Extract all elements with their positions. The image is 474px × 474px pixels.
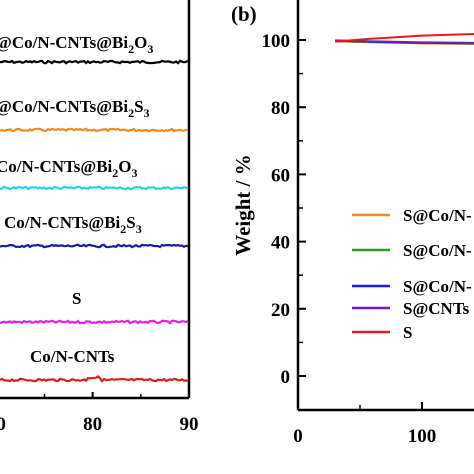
legend-label-2: S@Co/N- bbox=[403, 277, 472, 296]
panel-a: @Co/N-CNTs@Bi2O3 @Co/N-CNTs@Bi2S3 Co/N-CNT… bbox=[0, 0, 199, 435]
series-label-5: Co/N-CNTs bbox=[30, 347, 115, 366]
series-label-3: Co/N-CNTs@Bi2S3 bbox=[4, 213, 142, 236]
legend-label-1: S@Co/N- bbox=[403, 241, 472, 260]
a-x-tick-label-1: 80 bbox=[83, 414, 102, 435]
series-label-1: @Co/N-CNTs@Bi2S3 bbox=[0, 97, 150, 120]
a-x-tick-label-2: 90 bbox=[180, 414, 199, 435]
b-x-tick-label-1: 100 bbox=[408, 426, 437, 447]
series-line-4 bbox=[0, 319, 189, 325]
series-line-1 bbox=[0, 127, 189, 133]
series-line-5 bbox=[0, 375, 189, 383]
b-y-tick-label-4: 80 bbox=[271, 98, 290, 119]
series-label-2: Co/N-CNTs@Bi2O3 bbox=[0, 157, 138, 180]
panel-b-y-axis-label: Weight / % bbox=[231, 154, 255, 256]
legend-label-4: S bbox=[403, 323, 412, 342]
series-line-0 bbox=[0, 59, 189, 65]
b-series-line-4 bbox=[335, 32, 474, 43]
b-y-tick-label-0: 0 bbox=[281, 367, 291, 388]
series-line-2 bbox=[0, 185, 189, 191]
panel-b: (b) Weight / % 0 20 40 60 80 100 0 100 S@Co/N-… bbox=[231, 0, 474, 447]
series-line-3 bbox=[0, 243, 189, 249]
legend-label-3: S@CNTs bbox=[403, 299, 470, 318]
b-x-tick-label-0: 0 bbox=[293, 426, 303, 447]
series-label-4: S bbox=[72, 289, 81, 308]
b-y-tick-label-5: 100 bbox=[262, 31, 291, 52]
b-series-line-3 bbox=[335, 39, 474, 44]
legend-label-0: S@Co/N- bbox=[403, 206, 472, 225]
series-label-0: @Co/N-CNTs@Bi2O3 bbox=[0, 33, 153, 56]
b-y-tick-label-1: 20 bbox=[271, 300, 290, 321]
b-y-tick-label-2: 40 bbox=[271, 233, 290, 254]
a-x-tick-label-0: 70 bbox=[0, 414, 6, 435]
b-y-tick-label-3: 60 bbox=[271, 165, 290, 186]
panel-b-label: (b) bbox=[231, 2, 257, 26]
